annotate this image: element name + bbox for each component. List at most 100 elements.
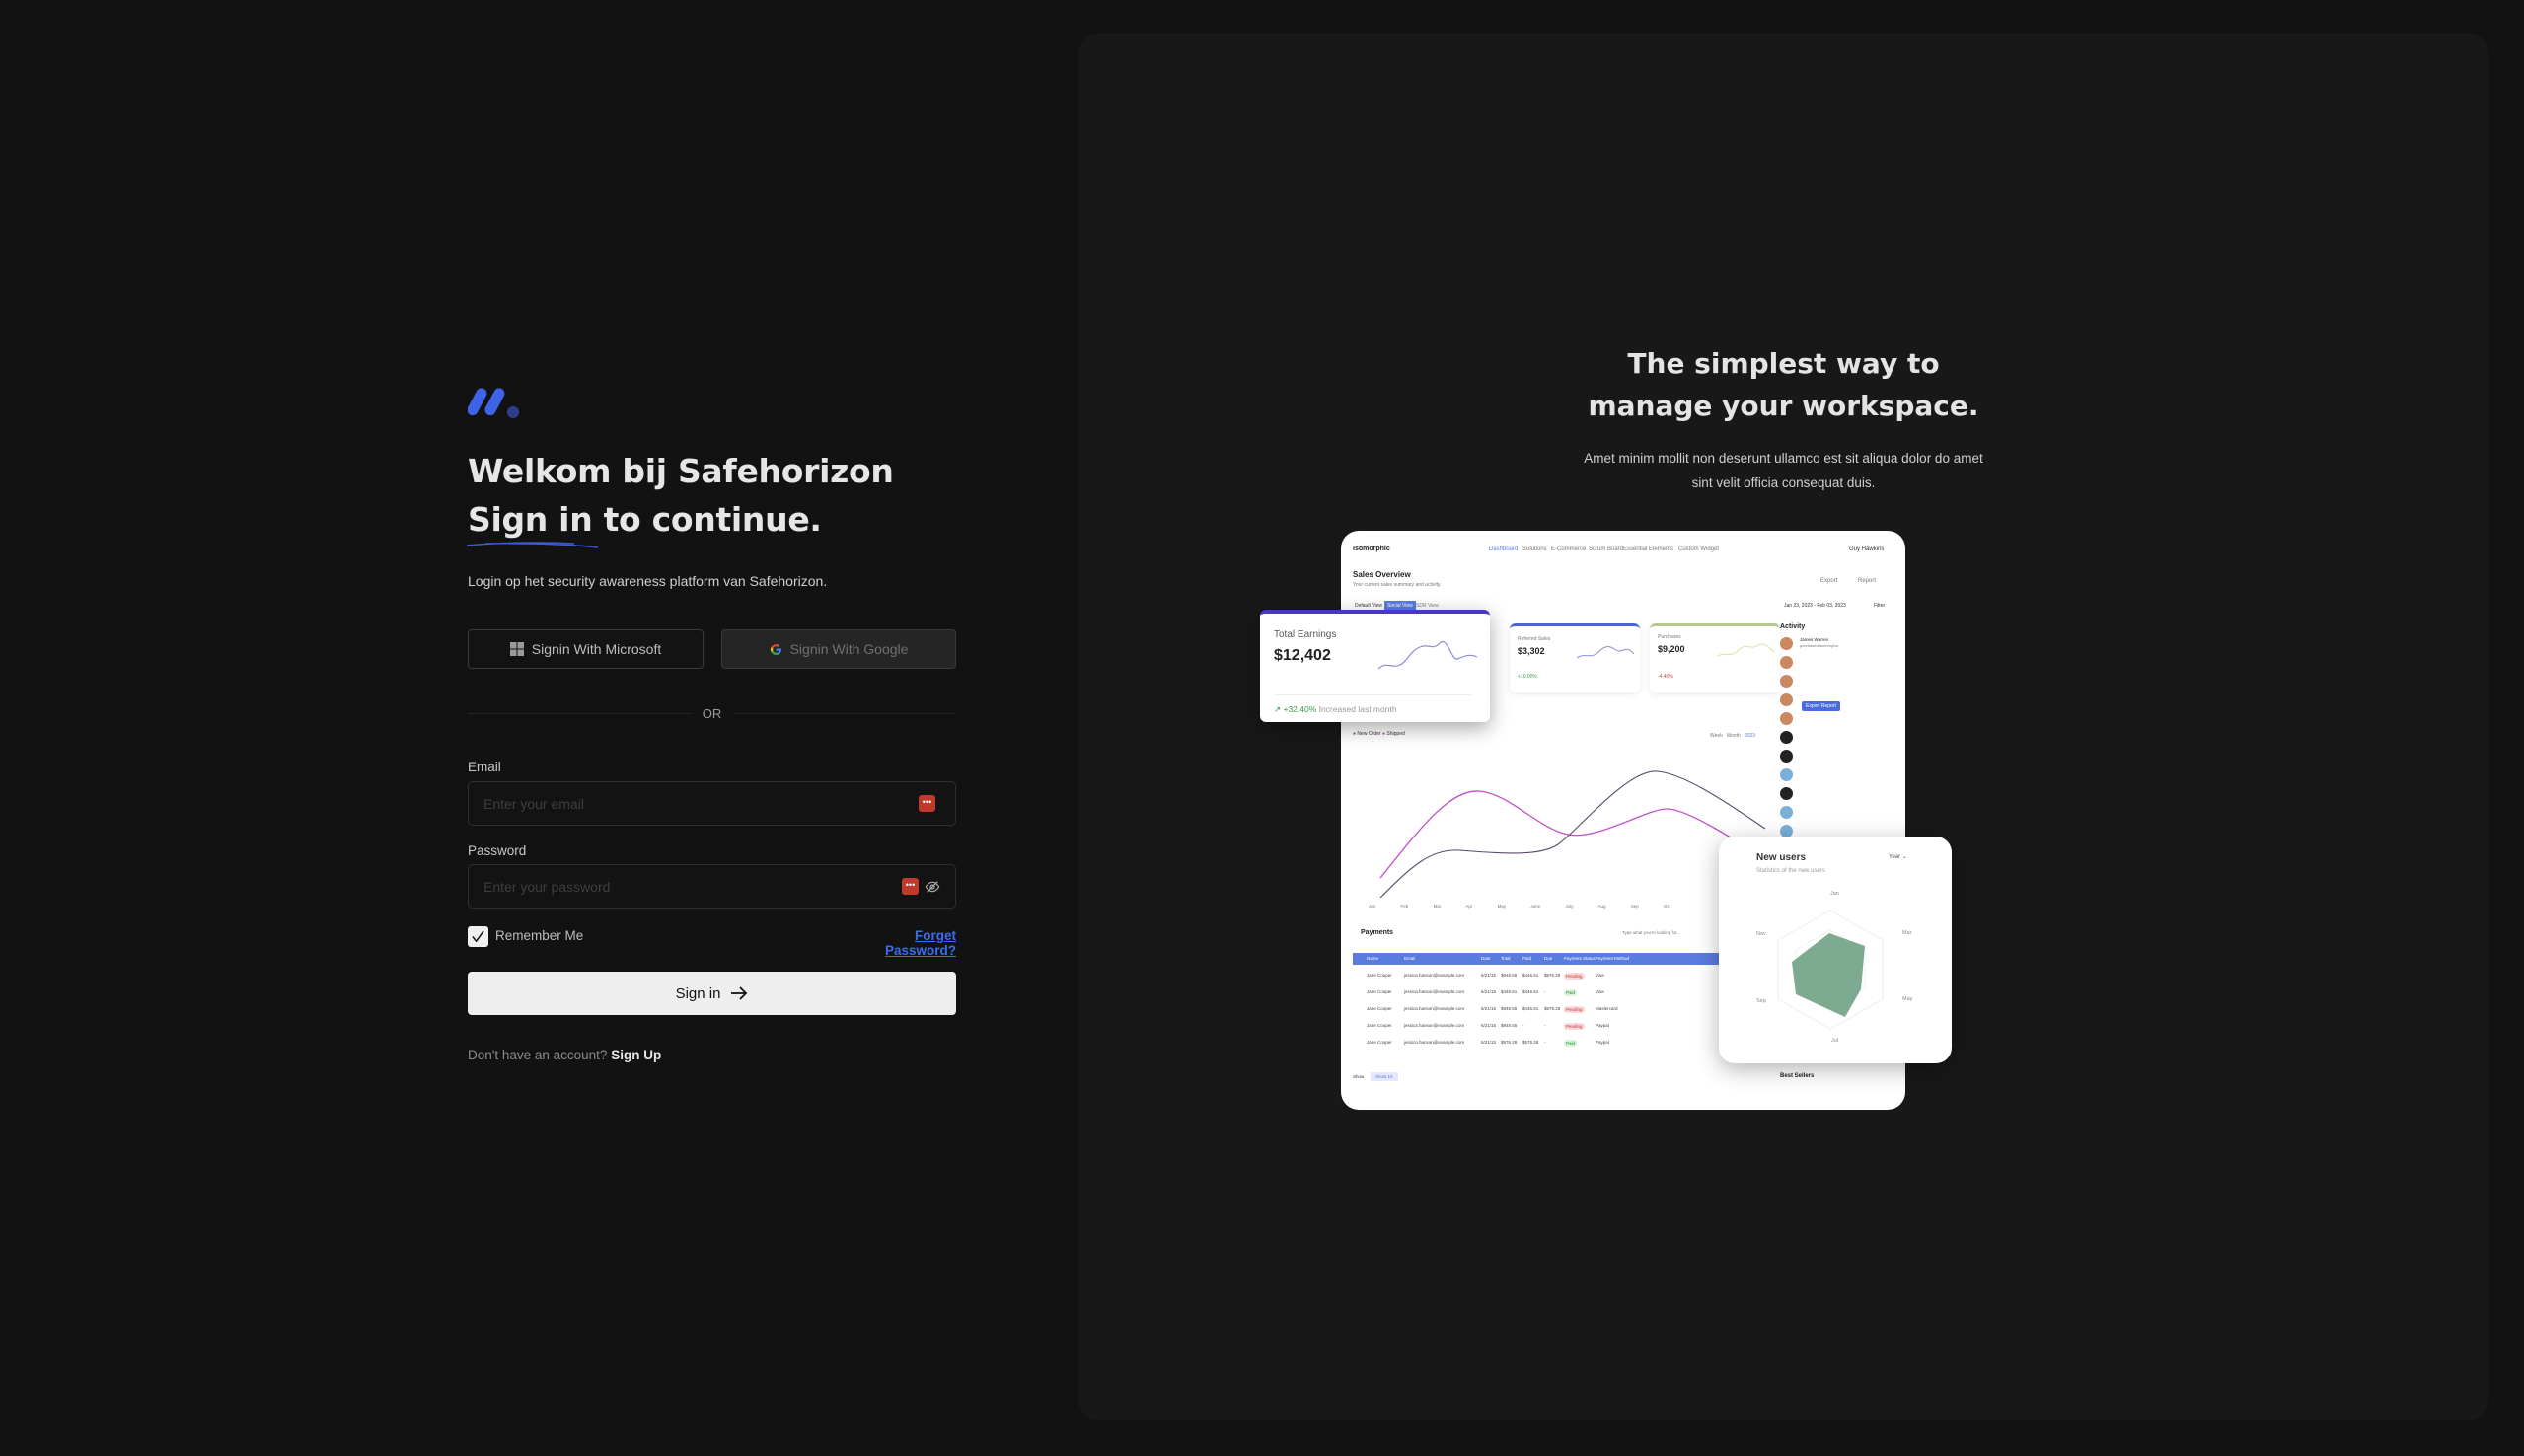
table-cell: $948.55 <box>1501 973 1518 978</box>
table-cell: - <box>1544 989 1546 994</box>
signin-button[interactable]: Sign in <box>468 972 956 1015</box>
table-cell: Paid <box>1564 989 1578 996</box>
preview-export: Export <box>1820 578 1838 584</box>
table-cell: Jane Cooper <box>1367 1023 1392 1028</box>
radar-axis-label: Sep <box>1756 998 1766 1004</box>
table-header-cell: Date <box>1481 956 1491 961</box>
preview-payments-title: Payments <box>1361 929 1394 936</box>
remember-me-label[interactable]: Remember Me <box>495 928 584 943</box>
table-cell: jessica.hanson@example.com <box>1404 1040 1465 1045</box>
table-header-cell: Name <box>1367 956 1379 961</box>
preview-activity-list: James Warren purchased Isomorphic <box>1780 637 1889 923</box>
activity-text: purchased Isomorphic <box>1800 643 1839 648</box>
password-manager-icon[interactable]: ••• <box>902 878 919 895</box>
table-cell: Pending <box>1564 1006 1585 1013</box>
table-cell: - <box>1522 1023 1524 1028</box>
table-cell: Paid <box>1564 1040 1578 1047</box>
table-cell: - <box>1544 1040 1546 1045</box>
signup-prompt: Don't have an account? Sign Up <box>468 1048 661 1062</box>
table-cell: Visa <box>1596 989 1604 994</box>
password-manager-icon[interactable]: ••• <box>919 795 935 812</box>
preview-page-subtitle: Your current sales summary and activity. <box>1353 582 1442 588</box>
card-change: -4.40% <box>1658 674 1673 680</box>
table-cell: jessica.hanson@example.com <box>1404 989 1465 994</box>
microsoft-icon <box>509 642 524 656</box>
preview-referred-sales-card: Referred Sales $3,302 +10.00% <box>1510 623 1640 692</box>
table-cell: Jane Cooper <box>1367 1040 1392 1045</box>
table-cell: Paypal <box>1596 1040 1609 1045</box>
radar-axis-label: Jan <box>1830 891 1839 897</box>
table-header-cell: Payment Method <box>1596 956 1630 961</box>
preview-periods: Week Month 2023 <box>1710 733 1756 739</box>
signin-google-button[interactable]: Signin With Google <box>721 629 956 669</box>
table-cell: Paypal <box>1596 1023 1609 1028</box>
title-rest: to continue. <box>592 500 822 539</box>
table-cell: Pending <box>1564 973 1585 980</box>
table-cell: $576.28 <box>1544 973 1561 978</box>
preview-show-value: Show 10 <box>1371 1072 1398 1081</box>
arrow-right-icon <box>731 986 748 1000</box>
signin-microsoft-button[interactable]: Signin With Microsoft <box>468 629 704 669</box>
table-cell: $576.28 <box>1501 1040 1518 1045</box>
password-input[interactable] <box>483 865 858 908</box>
email-input[interactable] <box>483 782 858 825</box>
password-field-wrapper: ••• <box>468 864 956 909</box>
new-users-period: Year ⌄ <box>1889 854 1907 860</box>
promo-text-line1: Amet minim mollit non deserunt ullamco e… <box>1584 451 1983 466</box>
preview-purchases-card: Purchases $9,200 -4.40% <box>1650 623 1780 692</box>
logo-icon <box>468 388 519 418</box>
table-cell: Jane Cooper <box>1367 989 1392 994</box>
total-earnings-value: $12,402 <box>1274 647 1331 664</box>
preview-view-tab: Social View <box>1384 601 1416 611</box>
forgot-password-link[interactable]: Forget Password? <box>884 928 956 958</box>
table-cell: 6/21/15 <box>1481 1023 1497 1028</box>
table-cell: - <box>1544 1023 1546 1028</box>
preview-view-tab: SDR View <box>1416 603 1439 609</box>
signup-link[interactable]: Sign Up <box>611 1048 662 1062</box>
preview-filter: Filter <box>1874 603 1886 609</box>
radar-axis-label: May <box>1902 996 1913 1002</box>
table-cell: Visa <box>1596 973 1604 978</box>
table-header-cell: Email <box>1404 956 1416 961</box>
table-header-cell: Total <box>1501 956 1511 961</box>
table-cell: $446.61 <box>1522 989 1539 994</box>
table-cell: $446.61 <box>1522 1006 1539 1011</box>
eye-off-icon[interactable] <box>925 879 940 895</box>
preview-date-range: Jan 23, 2023 - Feb 03, 2023 <box>1784 603 1846 609</box>
remember-me-checkbox[interactable] <box>468 926 488 947</box>
table-cell: Pending <box>1564 1023 1585 1030</box>
preview-user: Guy Hawkins <box>1849 546 1885 552</box>
table-cell: $446.61 <box>1522 973 1539 978</box>
preview-nav-item: E-Commerce <box>1551 546 1587 552</box>
promo-title-line1: The simplest way to <box>1627 347 1940 380</box>
email-label: Email <box>468 760 501 774</box>
table-cell: Mastercard <box>1596 1006 1618 1011</box>
table-cell: Jane Cooper <box>1367 973 1392 978</box>
radar-axis-label: Mar <box>1902 930 1912 936</box>
table-cell: jessica.hanson@example.com <box>1404 973 1465 978</box>
total-earnings-change: ↗ +32.40% Increased last month <box>1274 704 1397 714</box>
microsoft-button-label: Signin With Microsoft <box>531 641 662 657</box>
card-value: $3,302 <box>1518 646 1545 656</box>
preview-nav-item: Solutions <box>1522 546 1547 552</box>
table-cell: 6/21/15 <box>1481 1040 1497 1045</box>
radar-axis-label: Nov <box>1756 931 1766 937</box>
or-label: OR <box>702 706 722 721</box>
table-cell: 6/21/15 <box>1481 1006 1497 1011</box>
preview-nav-item: Dashboard <box>1489 546 1519 552</box>
page-title-line2: Sign in to continue. <box>468 500 822 539</box>
preview-line-chart <box>1379 770 1776 898</box>
table-cell: 6/21/15 <box>1481 973 1497 978</box>
preview-export-report: Export Report <box>1802 701 1840 711</box>
new-users-title: New users <box>1756 852 1807 863</box>
preview-report: Report <box>1858 578 1877 584</box>
activity-name: James Warren <box>1800 637 1829 642</box>
table-header-cell: Due <box>1544 956 1553 961</box>
table-cell: $948.55 <box>1501 1023 1518 1028</box>
preview-best-sellers: Best Sellers <box>1780 1073 1815 1079</box>
preview-nav-item: Scrum Board <box>1589 546 1624 552</box>
table-cell: $576.28 <box>1544 1006 1561 1011</box>
email-field-wrapper: ••• <box>468 781 956 826</box>
card-label: Purchases <box>1658 634 1681 640</box>
preview-brand: Isomorphic <box>1353 546 1390 552</box>
